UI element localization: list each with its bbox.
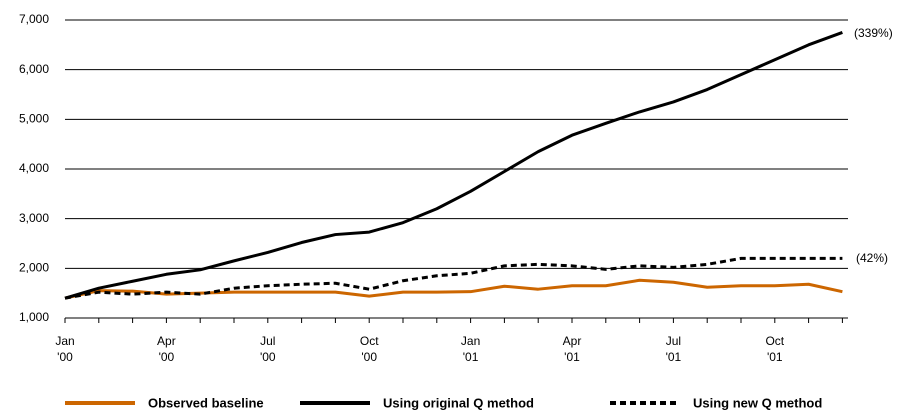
series-line: [64, 278, 843, 300]
series-line: [64, 256, 843, 300]
x-tick-label: Oct: [360, 334, 379, 348]
x-tick-label: Apr: [563, 334, 582, 348]
y-tick-label: 5,000: [19, 112, 49, 126]
x-tick-label: Jan: [461, 334, 480, 348]
x-tick-label: Jan: [55, 334, 74, 348]
series-line: [64, 31, 843, 300]
x-tick-label: '00: [159, 350, 175, 364]
legend-label: Observed baseline: [148, 395, 264, 410]
y-tick-label: 2,000: [19, 261, 49, 275]
x-tick-label: '00: [260, 350, 276, 364]
x-tick-label: '00: [361, 350, 377, 364]
x-tick-label: '01: [463, 350, 479, 364]
legend-label: Using new Q method: [693, 395, 822, 410]
y-tick-label: 7,000: [19, 12, 49, 26]
x-tick-label: Jul: [260, 334, 275, 348]
legend-label: Using original Q method: [383, 395, 534, 410]
x-tick-label: '01: [564, 350, 580, 364]
x-tick-label: '01: [767, 350, 783, 364]
annotation: (42%): [856, 251, 888, 265]
x-tick-label: Oct: [765, 334, 784, 348]
y-tick-label: 4,000: [19, 161, 49, 175]
x-tick-label: Jul: [666, 334, 681, 348]
x-tick-label: '01: [666, 350, 682, 364]
y-tick-label: 3,000: [19, 211, 49, 225]
y-tick-label: 1,000: [19, 310, 49, 324]
annotation: (339%): [854, 26, 893, 40]
x-tick-label: '00: [57, 350, 73, 364]
y-tick-label: 6,000: [19, 62, 49, 76]
x-tick-label: Apr: [157, 334, 176, 348]
